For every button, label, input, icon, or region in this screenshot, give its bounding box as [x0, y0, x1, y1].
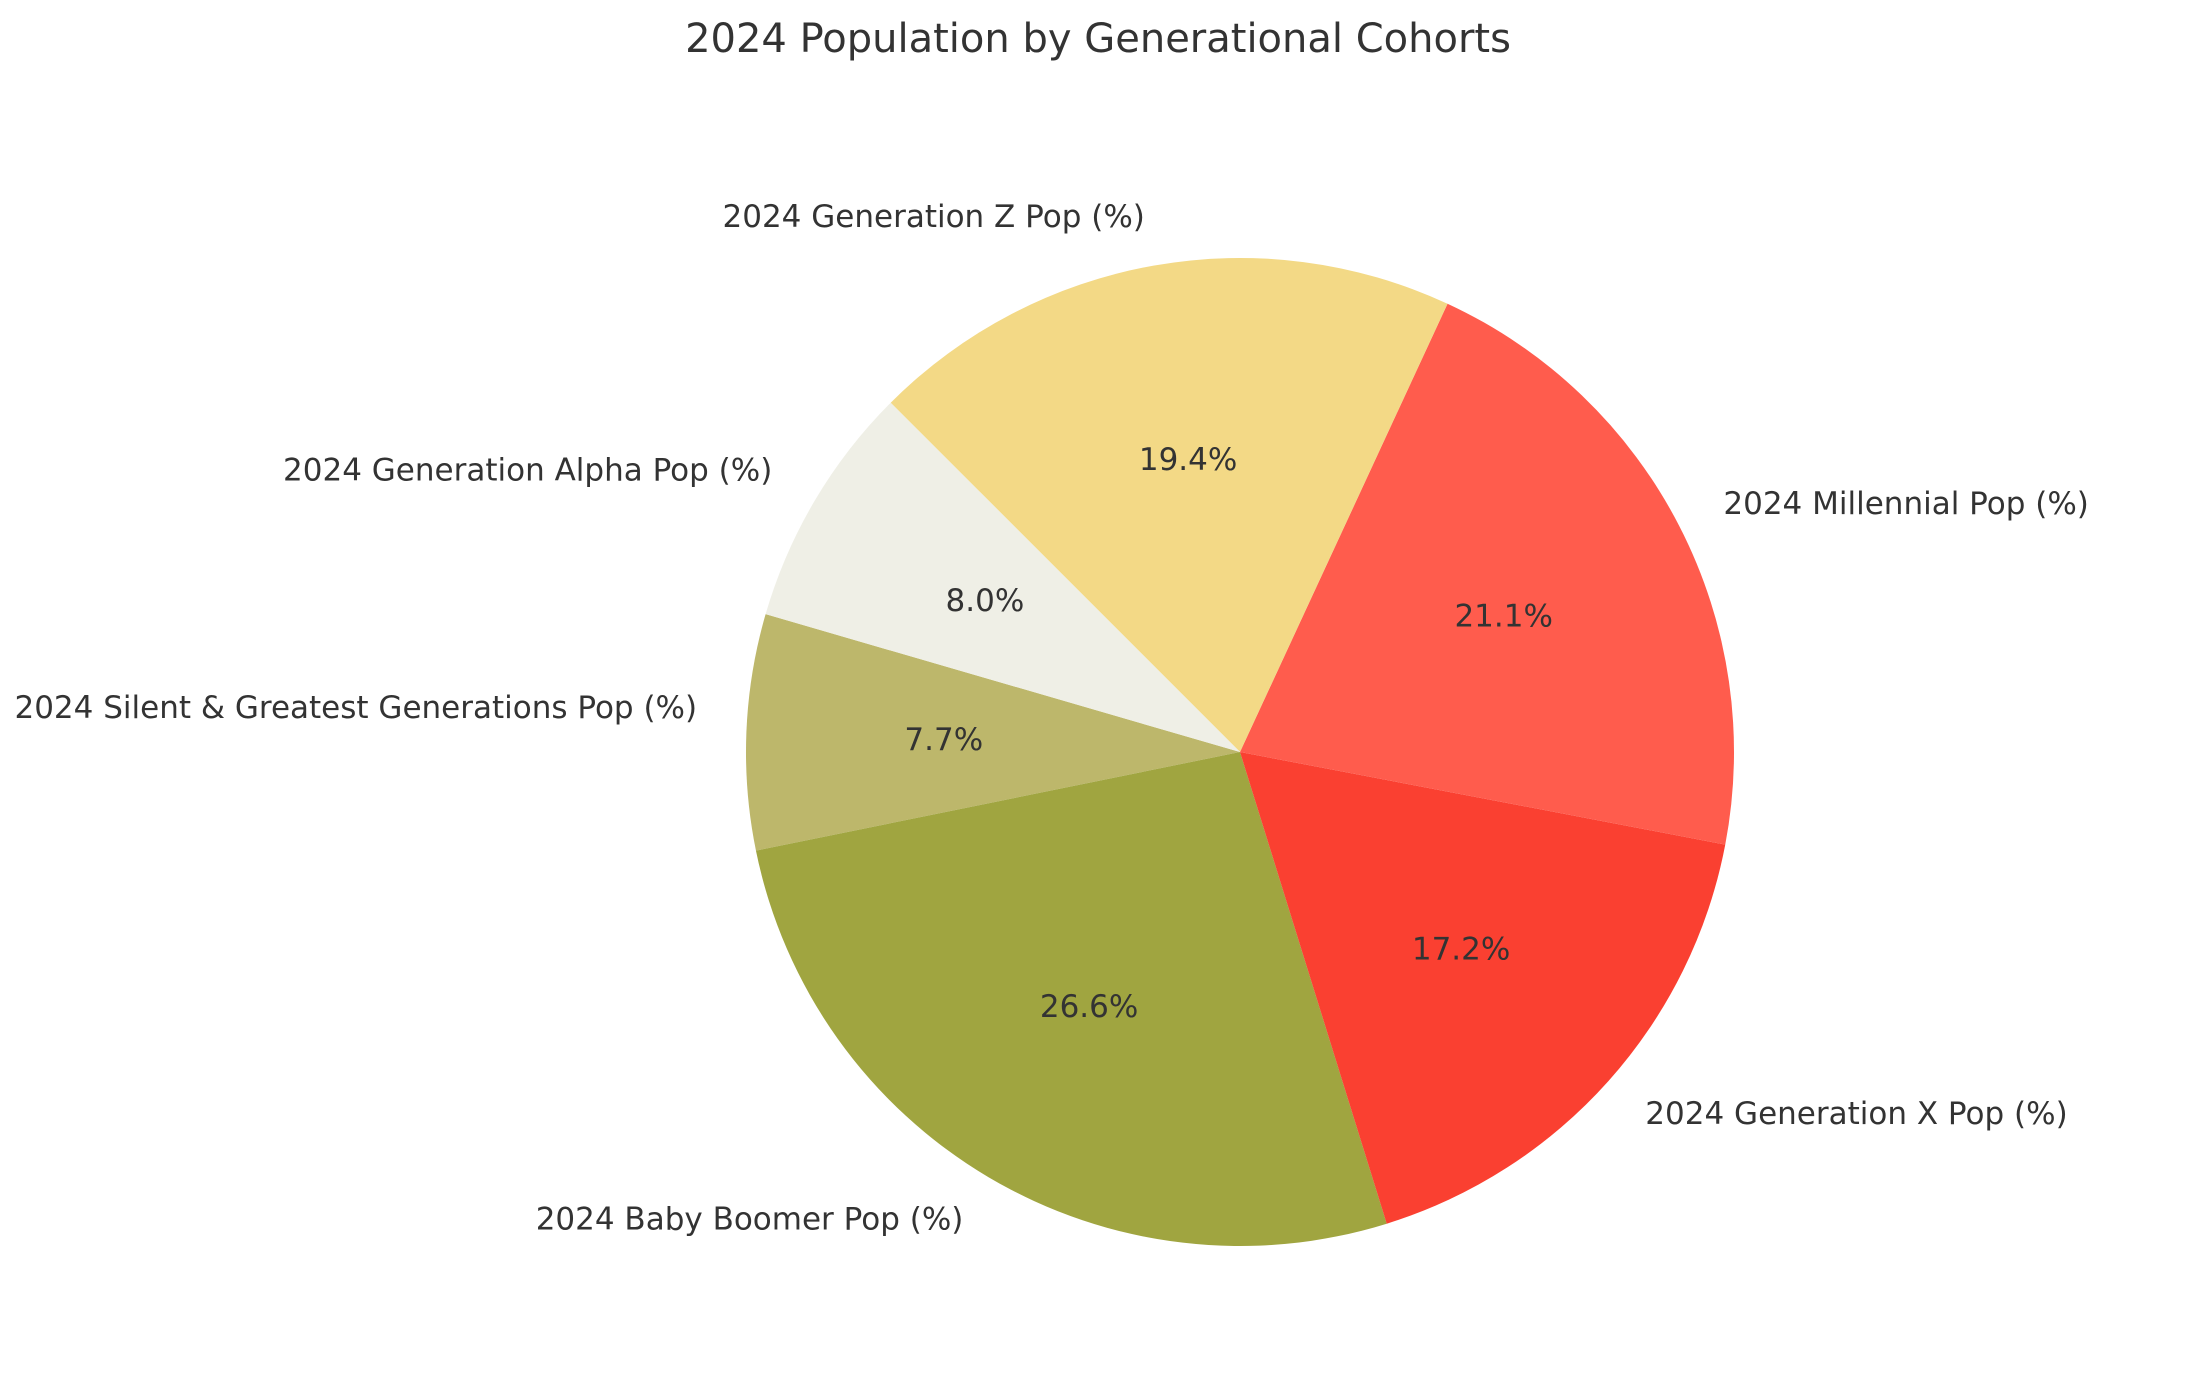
pct-label-2024-generation-alpha-pop: 8.0% [946, 583, 1025, 619]
chart-title: 2024 Population by Generational Cohorts [685, 16, 1511, 62]
pie-slice-2024-generation-z-pop [890, 257, 1448, 752]
pie-slice-2024-generation-alpha-pop [765, 402, 1240, 752]
pie-slices [745, 257, 1735, 1246]
pie-slice-2024-generation-x-pop [1240, 752, 1726, 1224]
pct-label-2024-generation-z-pop: 19.4% [1139, 442, 1237, 478]
category-label-2024-generation-x-pop: 2024 Generation X Pop (%) [1645, 1096, 2067, 1132]
pct-label-2024-generation-x-pop: 17.2% [1412, 931, 1510, 967]
category-label-2024-silent-greatest-generations-pop: 2024 Silent & Greatest Generations Pop (… [14, 690, 697, 726]
category-label-2024-generation-z-pop: 2024 Generation Z Pop (%) [723, 199, 1145, 235]
category-label-2024-baby-boomer-pop: 2024 Baby Boomer Pop (%) [536, 1202, 964, 1238]
category-label-2024-millennial-pop: 2024 Millennial Pop (%) [1723, 486, 2089, 522]
pie-slice-2024-silent-greatest-generations-pop [745, 614, 1240, 851]
category-label-2024-generation-alpha-pop: 2024 Generation Alpha Pop (%) [283, 452, 772, 488]
pct-label-2024-baby-boomer-pop: 26.6% [1040, 989, 1138, 1025]
pie-slice-2024-millennial-pop [1240, 303, 1735, 845]
pct-label-2024-silent-greatest-generations-pop: 7.7% [904, 722, 983, 758]
pie-slice-2024-baby-boomer-pop [755, 752, 1387, 1246]
pct-label-2024-millennial-pop: 21.1% [1454, 599, 1552, 635]
category-labels: 2024 Silent & Greatest Generations Pop (… [14, 199, 2088, 1238]
percentage-labels: 7.7% 26.6% 17.2% 21.1% 19.4% 8.0% [904, 442, 1553, 1025]
